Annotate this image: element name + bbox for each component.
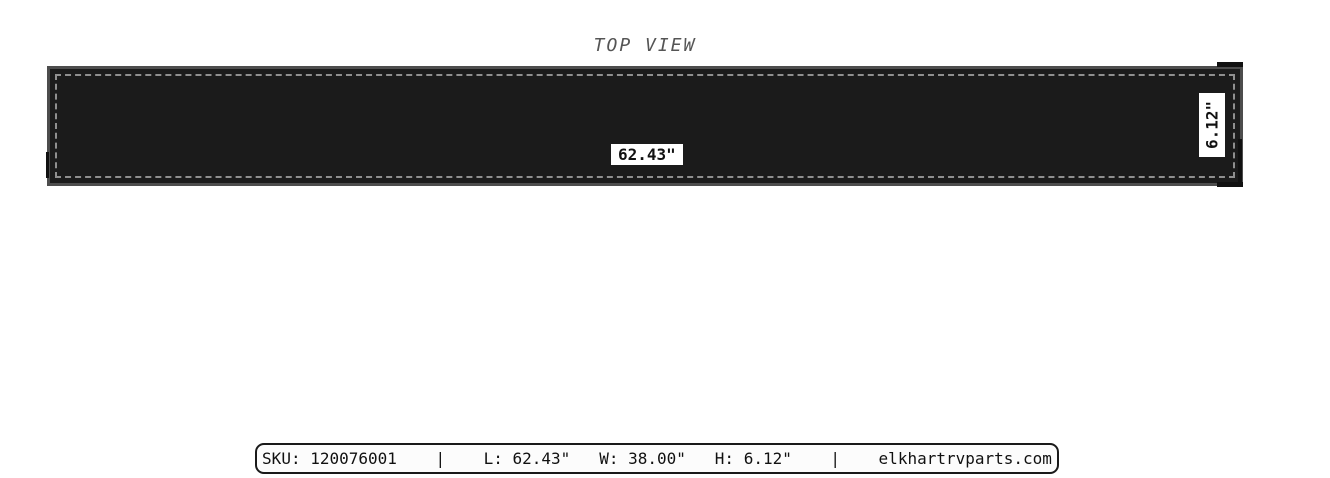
sku-info-text: SKU: 120076001 | L: 62.43" W: 38.00" H: … xyxy=(262,449,1052,468)
product-top-view-panel xyxy=(47,66,1243,186)
right-bottom-flange-mark xyxy=(1217,182,1243,187)
view-title: TOP VIEW xyxy=(593,35,697,56)
sku-info-bar: SKU: 120076001 | L: 62.43" W: 38.00" H: … xyxy=(255,443,1059,474)
left-edge-seam-mark xyxy=(46,152,49,178)
right-edge-mark xyxy=(1238,139,1242,186)
right-top-flange-mark xyxy=(1217,62,1243,67)
length-dimension-label: 62.43" xyxy=(611,144,683,165)
height-dimension-label: 6.12" xyxy=(1199,93,1225,157)
panel-dashed-outline xyxy=(55,74,1235,178)
